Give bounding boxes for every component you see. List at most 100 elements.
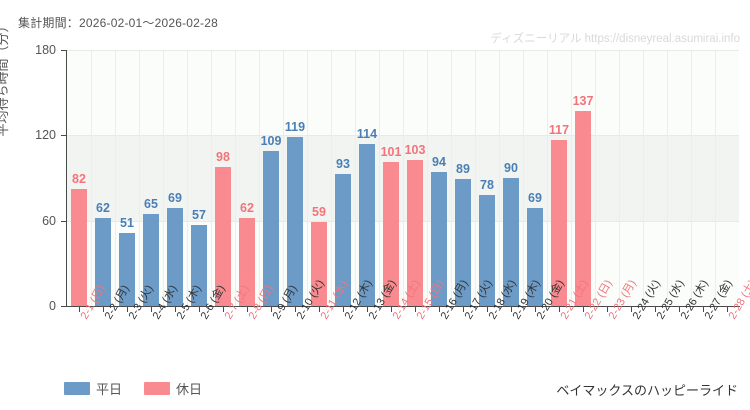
gridline-vertical — [259, 50, 260, 306]
gridline-vertical — [211, 50, 212, 306]
gridline-vertical — [619, 50, 620, 306]
bar[interactable] — [287, 136, 303, 306]
bar[interactable] — [383, 162, 399, 306]
gridline-vertical — [355, 50, 356, 306]
legend-item-holiday[interactable]: 休日 — [144, 379, 202, 398]
x-axis-tick — [511, 307, 512, 312]
x-axis-tick — [391, 307, 392, 312]
bar[interactable] — [119, 233, 135, 306]
bar[interactable] — [551, 139, 567, 306]
bar[interactable] — [167, 207, 183, 306]
bar-value-label: 137 — [572, 94, 594, 109]
y-axis-tick — [61, 50, 67, 51]
x-axis-tick — [367, 307, 368, 312]
bar[interactable] — [455, 179, 471, 306]
gridline-vertical — [499, 50, 500, 306]
bar-value-label: 62 — [240, 200, 254, 215]
y-axis-tick — [61, 221, 67, 222]
x-axis-tick — [175, 307, 176, 312]
bar[interactable] — [479, 195, 495, 306]
bar[interactable] — [335, 173, 351, 306]
bar-value-label: 62 — [96, 200, 110, 215]
bar-value-label: 98 — [216, 149, 230, 164]
gridline-horizontal — [67, 220, 739, 222]
gridline-vertical — [667, 50, 668, 306]
gridline-vertical — [91, 50, 92, 306]
x-axis-tick — [655, 307, 656, 312]
bar[interactable] — [191, 224, 207, 306]
gridline-vertical — [139, 50, 140, 306]
gridline-vertical — [331, 50, 332, 306]
x-axis-tick — [631, 307, 632, 312]
y-axis-tick-label: 60 — [42, 213, 56, 228]
bar-value-label: 119 — [284, 119, 306, 134]
gridline-vertical — [403, 50, 404, 306]
legend-item-weekday[interactable]: 平日 — [64, 379, 122, 398]
y-axis-tick-label: 180 — [35, 43, 56, 57]
x-axis-tick — [151, 307, 152, 312]
site-watermark: ディズニーリアル https://disneyreal.asumirai.inf… — [490, 33, 740, 45]
x-axis-tick — [199, 307, 200, 312]
bar[interactable] — [527, 207, 543, 306]
y-axis-tick — [61, 135, 67, 136]
gridline-vertical — [691, 50, 692, 306]
x-axis-tick — [223, 307, 224, 312]
legend-swatch-holiday — [144, 382, 171, 395]
x-axis-tick — [703, 307, 704, 312]
bar[interactable] — [503, 178, 519, 306]
bar[interactable] — [311, 222, 327, 306]
y-axis-tick-label: 120 — [35, 128, 56, 143]
x-axis-tick — [247, 307, 248, 312]
gridline-vertical — [115, 50, 116, 306]
gridline-vertical — [379, 50, 380, 306]
y-axis-tick — [61, 306, 67, 307]
gridline-vertical — [163, 50, 164, 306]
gridline-vertical — [307, 50, 308, 306]
page-title: 集計期間：2026-02-01〜2026-02-28 — [18, 16, 218, 30]
bar-value-label: 69 — [528, 190, 542, 205]
bar-value-label: 117 — [548, 122, 570, 137]
bar-value-label: 93 — [336, 156, 350, 171]
bar-value-label: 114 — [356, 126, 378, 141]
x-axis-tick — [295, 307, 296, 312]
bar-value-label: 94 — [432, 155, 446, 170]
bar[interactable] — [431, 172, 447, 306]
gridline-vertical — [643, 50, 644, 306]
x-axis-tick — [535, 307, 536, 312]
x-axis-tick — [415, 307, 416, 312]
bar[interactable] — [407, 159, 423, 306]
bar-value-label: 59 — [312, 205, 326, 220]
bar[interactable] — [95, 217, 111, 306]
x-axis-tick — [319, 307, 320, 312]
bar[interactable] — [239, 217, 255, 306]
bar-value-label: 51 — [120, 216, 134, 231]
gridline-vertical — [547, 50, 548, 306]
attraction-name: ベイマックスのハッピーライド — [556, 383, 738, 398]
y-axis-title: 平均待ち時間（分） — [0, 19, 10, 137]
x-axis-tick — [271, 307, 272, 312]
legend-swatch-weekday — [64, 382, 90, 395]
bar-value-label: 109 — [260, 133, 282, 148]
bar[interactable] — [143, 213, 159, 306]
gridline-vertical — [283, 50, 284, 306]
bar[interactable] — [263, 150, 279, 306]
bar[interactable] — [575, 111, 591, 306]
x-axis-tick — [127, 307, 128, 312]
x-axis-tick — [583, 307, 584, 312]
gridline-vertical — [187, 50, 188, 306]
gridline-horizontal — [67, 135, 739, 137]
gridline-vertical — [571, 50, 572, 306]
bar[interactable] — [71, 189, 87, 306]
bar[interactable] — [359, 143, 375, 306]
gridline-vertical — [523, 50, 524, 306]
legend-label-weekday: 平日 — [96, 382, 123, 397]
gridline-vertical — [475, 50, 476, 306]
bar[interactable] — [215, 166, 231, 306]
bar-value-label: 78 — [480, 178, 494, 193]
gridline-horizontal — [67, 50, 739, 51]
x-axis-tick — [343, 307, 344, 312]
x-axis-tick — [679, 307, 680, 312]
x-axis-tick — [79, 307, 80, 312]
legend-label-holiday: 休日 — [176, 382, 203, 397]
